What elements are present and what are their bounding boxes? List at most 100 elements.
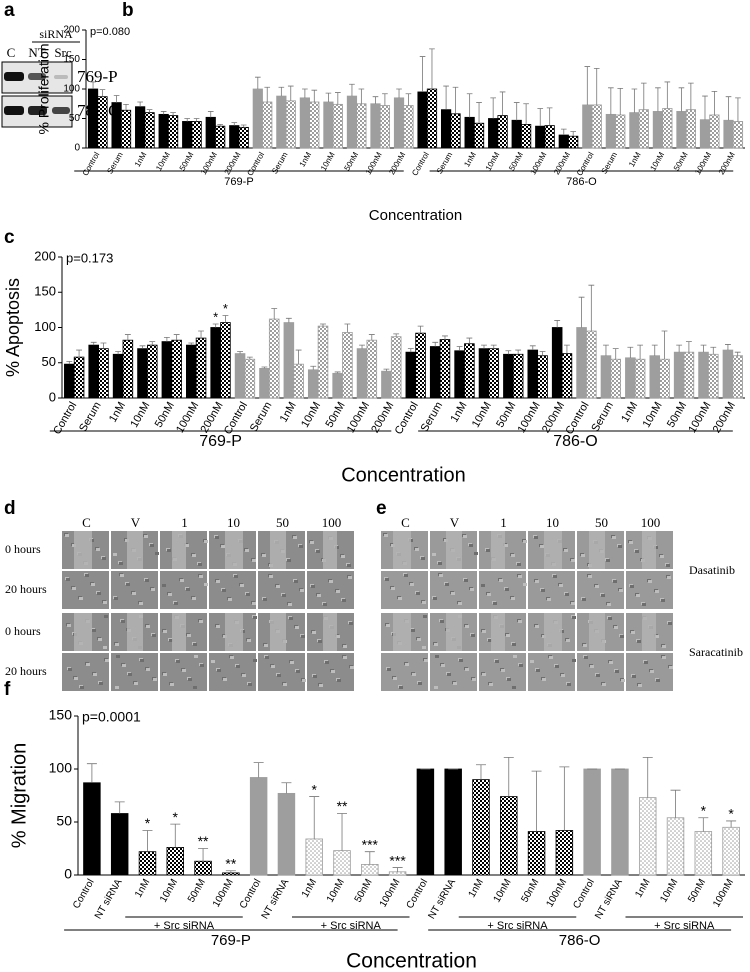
x-tick-label: 1nM [627, 150, 643, 168]
cell-texture [440, 620, 444, 623]
cell-texture [507, 678, 511, 681]
x-tick-label: 100nM [345, 400, 372, 435]
y-tick-label: 100 [34, 319, 56, 334]
cell-texture [122, 664, 126, 667]
cell-texture [263, 598, 267, 601]
x-tick-label: Control [410, 150, 431, 177]
cell-texture [635, 550, 639, 553]
x-tick-label: 10nM [484, 150, 502, 172]
error-bar [529, 345, 536, 351]
error-bar [382, 93, 388, 106]
cell-texture [98, 638, 102, 641]
x-tick-label: Control [405, 877, 431, 910]
bar [625, 357, 636, 399]
error-bar [499, 91, 506, 116]
error-bar [503, 756, 514, 797]
error-bar [309, 796, 320, 839]
error-bar [137, 101, 143, 107]
cell-texture [140, 659, 144, 662]
cell-texture [116, 655, 120, 658]
cell-texture [152, 634, 156, 637]
cell-texture [486, 549, 490, 552]
bar [390, 336, 402, 399]
cell-texture [248, 683, 252, 686]
cell-texture [630, 585, 634, 588]
bar [582, 104, 593, 149]
cell-texture [474, 552, 478, 555]
bar [512, 353, 524, 399]
bar [708, 353, 719, 399]
cell-texture [384, 534, 388, 537]
cell-texture [523, 540, 527, 543]
error-bar [456, 346, 463, 351]
bar [561, 353, 573, 399]
x-tick-label: 100nM [364, 150, 384, 176]
cell-texture [453, 682, 457, 685]
cell-texture [276, 585, 280, 588]
error-bar [217, 124, 223, 127]
cell-texture [301, 635, 305, 638]
cell-texture [204, 583, 208, 586]
error-bar [334, 371, 341, 374]
error-bar [188, 342, 195, 346]
bar [356, 348, 368, 399]
x-tick-label: 10nM [158, 877, 180, 904]
error-bar [170, 112, 176, 116]
cell-texture [547, 598, 551, 601]
cell-texture [481, 584, 485, 587]
bar [472, 779, 490, 876]
x-axis-label: Concentration [369, 207, 462, 224]
cell-texture [609, 661, 613, 664]
bar [659, 358, 670, 399]
x-tick-label: 50nM [672, 150, 690, 172]
cell-texture [387, 668, 391, 671]
cell-texture [199, 620, 203, 623]
bar [454, 350, 465, 399]
error-bar [698, 817, 709, 832]
wound-gap [589, 613, 605, 651]
cell-texture [423, 615, 427, 618]
cell-texture [215, 536, 219, 539]
micrograph [381, 653, 428, 691]
bar [440, 109, 452, 149]
bar [222, 872, 240, 876]
error-bar [193, 118, 200, 122]
error-bar [114, 801, 125, 814]
cell-texture [199, 575, 203, 578]
cell-texture [295, 626, 299, 629]
cell-texture [523, 583, 527, 586]
cell-texture [470, 588, 474, 591]
group-label: 769-P [224, 176, 253, 188]
x-tick-label: Control [571, 877, 597, 910]
cell-texture [91, 583, 95, 586]
panel-letter: b [122, 0, 134, 21]
error-bar [231, 122, 238, 126]
cell-texture [501, 669, 505, 672]
annotation: p=0.080 [90, 26, 130, 38]
cell-texture [331, 670, 335, 673]
cell-texture [336, 590, 340, 593]
cell-texture [103, 646, 107, 649]
cell-texture [434, 643, 438, 646]
cell-texture [482, 673, 486, 676]
error-bar [396, 88, 402, 98]
cell-texture [564, 549, 568, 552]
error-bar [688, 82, 694, 110]
bar [146, 344, 158, 399]
bar [299, 97, 310, 149]
wound-gap [544, 531, 562, 569]
cell-texture [459, 659, 463, 662]
cell-texture [583, 644, 587, 647]
x-tick-label: Serum [248, 400, 275, 434]
cell-texture [418, 682, 422, 685]
bar [361, 864, 379, 876]
cell-texture [553, 575, 557, 578]
sub-group-label: + Src siRNA [487, 920, 548, 932]
error-bar [676, 344, 683, 353]
cell-texture [163, 630, 167, 633]
cell-texture [499, 579, 503, 582]
cell-texture [302, 679, 306, 682]
sub-group-label: + Src siRNA [154, 920, 215, 932]
micrograph [209, 571, 256, 609]
